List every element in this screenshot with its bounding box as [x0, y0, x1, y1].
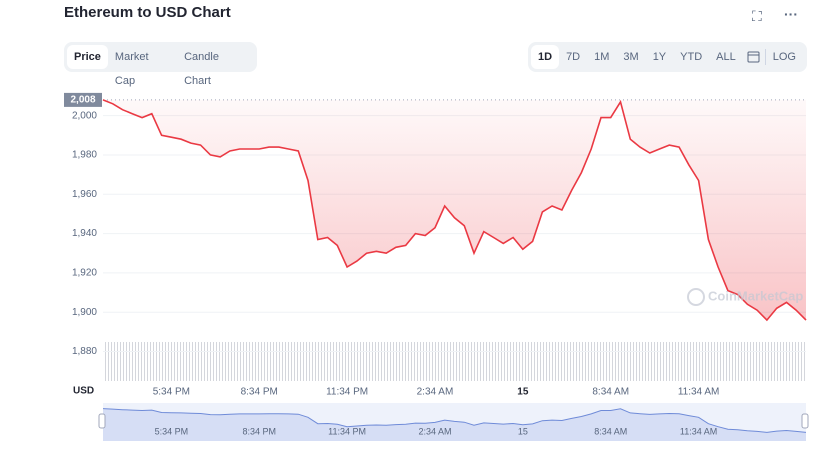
- log-button[interactable]: LOG: [772, 51, 796, 63]
- x-tick-label: 8:34 AM: [592, 387, 629, 398]
- y-tick-label: 1,940: [72, 228, 97, 239]
- x-tick-label: 11:34 AM: [678, 387, 720, 398]
- volume-bars: [103, 342, 806, 381]
- y-tick-label: 1,920: [72, 268, 97, 279]
- x-tick-label: 8:34 PM: [241, 387, 278, 398]
- x-tick-label: 5:34 PM: [153, 387, 190, 398]
- navigator-tick-label: 11:34 PM: [328, 426, 366, 436]
- fullscreen-button[interactable]: ⛶: [752, 8, 762, 24]
- y-tick-label: 1,960: [72, 189, 97, 200]
- more-button[interactable]: ···: [784, 6, 798, 22]
- y-tick-label: 1,980: [72, 150, 97, 161]
- range-group: 1D 7D 1M 3M 1Y YTD ALL LOG: [528, 42, 807, 72]
- range-button[interactable]: 1D: [531, 45, 560, 69]
- navigator-tick-label: 11:34 AM: [680, 426, 717, 436]
- navigator-tick-label: 15: [518, 426, 528, 436]
- watermark: CoinMarketCap: [708, 288, 803, 303]
- range-button[interactable]: 1Y: [652, 51, 667, 63]
- navigator-tick-label: 8:34 PM: [242, 426, 276, 436]
- navigator-tick-label: 8:34 AM: [594, 426, 627, 436]
- chart-title: Ethereum to USD Chart: [64, 4, 231, 21]
- start-price-label: 2,008: [70, 95, 95, 106]
- currency-label: USD: [73, 386, 94, 397]
- navigator-line: [102, 408, 807, 433]
- range-button[interactable]: ALL: [716, 51, 736, 63]
- navigator-tick-label: 5:34 PM: [155, 426, 189, 436]
- range-button[interactable]: YTD: [680, 51, 703, 63]
- area-fill: [103, 99, 806, 321]
- tab[interactable]: Price: [67, 45, 108, 69]
- navigator-handle: [801, 413, 809, 429]
- tab-group: Price Market Cap Candle Chart: [64, 42, 257, 87]
- x-tick-label: 11:34 PM: [326, 387, 368, 398]
- price-line: [102, 99, 807, 322]
- watermark-logo: [687, 288, 705, 306]
- x-tick-label: 2:34 AM: [417, 387, 454, 398]
- y-tick-label: 2,000: [72, 110, 97, 121]
- tab[interactable]: Market Cap: [114, 51, 149, 87]
- navigator-tick-label: 2:34 AM: [418, 426, 451, 436]
- range-button[interactable]: 3M: [623, 51, 639, 63]
- calendar-button[interactable]: [743, 50, 765, 64]
- range-button[interactable]: 1M: [594, 51, 610, 63]
- y-tick-label: 1,880: [72, 346, 97, 357]
- y-tick-label: 1,900: [72, 307, 97, 318]
- separator: [764, 49, 766, 65]
- tab[interactable]: Candle Chart: [184, 51, 219, 87]
- navigator-area: [103, 408, 806, 441]
- range-button[interactable]: 7D: [566, 51, 581, 63]
- x-tick-label: 15: [517, 387, 529, 398]
- navigator-handle: [98, 413, 106, 429]
- start-price-tag: [64, 92, 102, 107]
